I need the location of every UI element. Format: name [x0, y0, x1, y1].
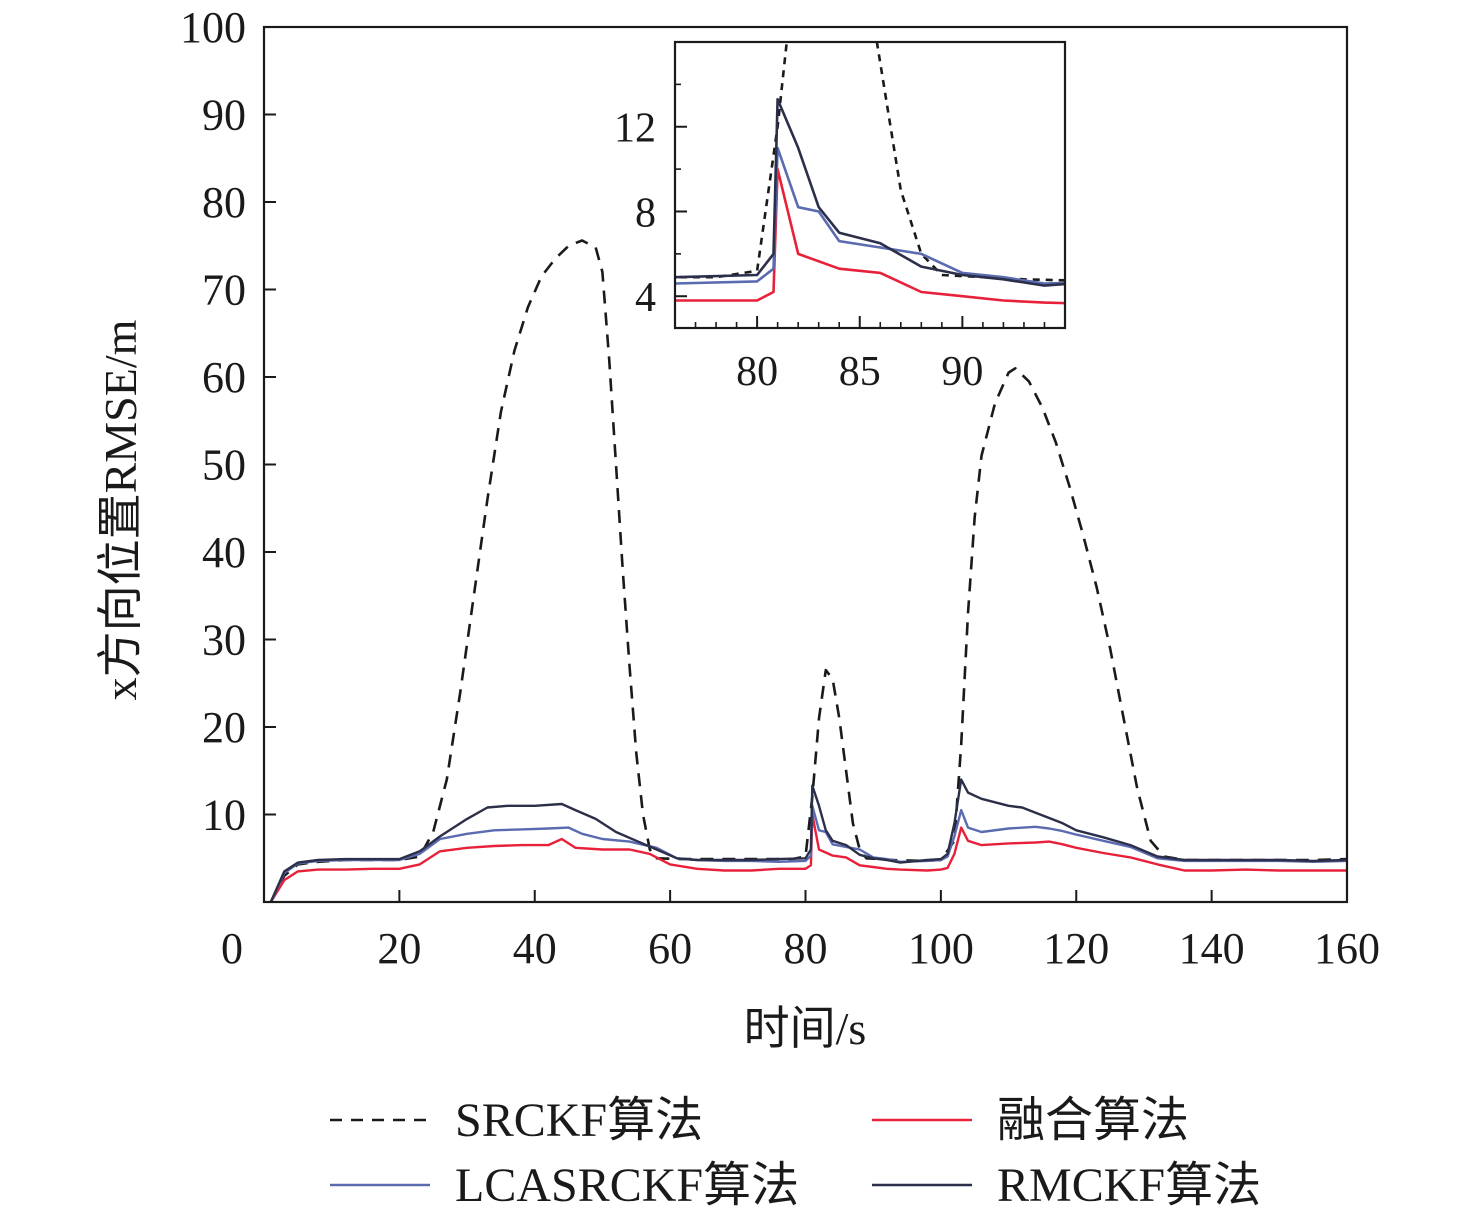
main-tick-group: 0 20 40 60 80 100 120 140 160 10 20 30 40 50 60 70 80 90 1… [180, 3, 1380, 973]
legend-label: RMCKF算法 [997, 1159, 1261, 1212]
legend-label: SRCKF算法 [455, 1094, 703, 1147]
series-line-series-1 [269, 813, 1347, 902]
main-plot: 0 20 40 60 80 100 120 140 160 10 20 30 40 50 60 70 80 90 1… [180, 3, 1380, 973]
x-tick-label: 160 [1314, 924, 1380, 973]
x-tick-label: 120 [1043, 924, 1109, 973]
inset-series-group [675, 42, 1065, 305]
y-tick-label: 30 [202, 616, 246, 665]
inset-tick-group: 80 85 90 4 8 12 [614, 83, 1046, 395]
x-tick-label: 40 [513, 924, 557, 973]
x-tick-label: 140 [1179, 924, 1245, 973]
legend-item-rmckf: RMCKF算法 [872, 1159, 1261, 1212]
y-tick-label: 90 [202, 91, 246, 140]
x-tick-label: 60 [648, 924, 692, 973]
x-tick-label: 80 [784, 924, 828, 973]
x-tick-label: 20 [377, 924, 421, 973]
legend-item-series-1: 融合算法 [872, 1094, 1189, 1147]
x-axis-title: 时间/s [744, 1003, 867, 1054]
inset-series-line-lcasrckf [675, 146, 1065, 285]
y-tick-label: 70 [202, 266, 246, 315]
inset-x-tick-label: 85 [839, 349, 881, 395]
inset-y-tick-label: 8 [635, 190, 656, 236]
legend: SRCKF算法 融合算法 LCASRCKF算法 RMCKF算法 [330, 1094, 1261, 1212]
x-tick-label: 100 [908, 924, 974, 973]
inset-x-tick-label: 80 [736, 349, 778, 395]
legend-label: 融合算法 [997, 1094, 1189, 1147]
y-tick-label: 40 [202, 528, 246, 577]
inset-x-tick-label: 90 [941, 349, 983, 395]
legend-item-lcasrckf: LCASRCKF算法 [330, 1159, 799, 1212]
inset-y-tick-label: 4 [635, 275, 656, 321]
y-tick-label: 60 [202, 353, 246, 402]
inset-series-line-rmckf [675, 97, 1065, 287]
inset-y-tick-label: 12 [614, 106, 656, 152]
y-tick-label: 80 [202, 178, 246, 227]
series-line-rmckf [269, 778, 1347, 902]
y-axis-title: x方向位置RMSE/m [95, 319, 146, 700]
y-tick-label: 100 [180, 3, 246, 52]
main-series-group [269, 239, 1347, 902]
inset-plot: 80 85 90 4 8 12 [614, 40, 1067, 395]
y-tick-label: 20 [202, 703, 246, 752]
y-tick-label: 10 [202, 791, 246, 840]
inset-plot-frame [673, 40, 1067, 330]
y-tick-label: 50 [202, 441, 246, 490]
x-tick-label: 0 [221, 924, 243, 973]
inset-background [675, 42, 1065, 328]
legend-label: LCASRCKF算法 [455, 1159, 799, 1212]
inset-series-line-series-1 [675, 167, 1065, 305]
legend-item-srckf: SRCKF算法 [330, 1094, 703, 1147]
